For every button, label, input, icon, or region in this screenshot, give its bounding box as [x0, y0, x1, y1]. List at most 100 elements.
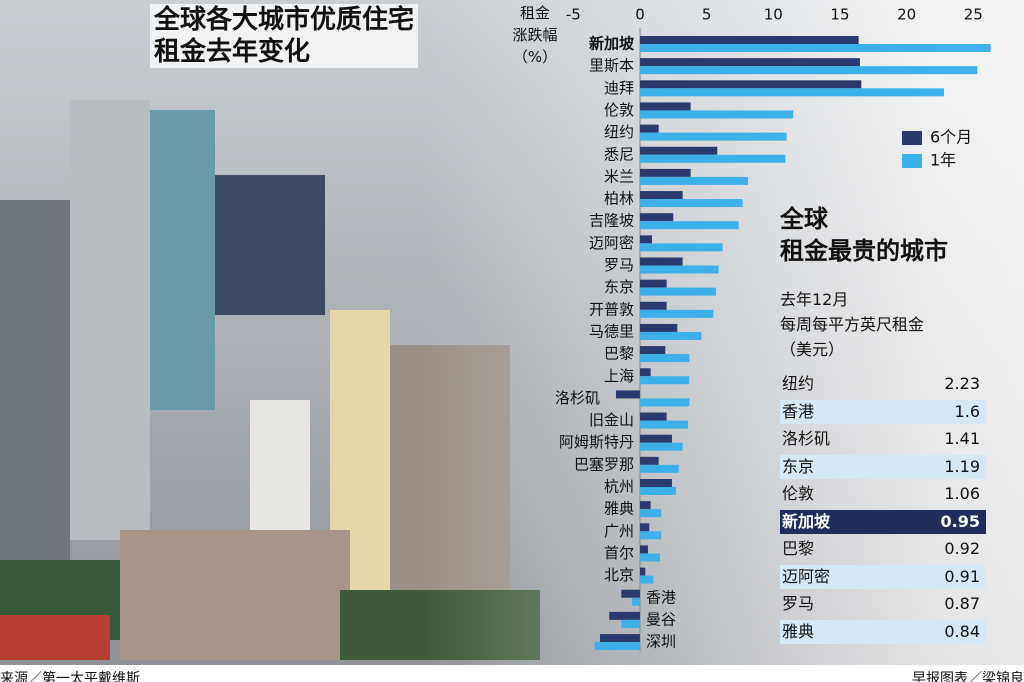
x-tick-label: 5	[702, 6, 712, 24]
category-label: 米兰	[604, 167, 634, 185]
bar	[639, 354, 690, 363]
bar	[631, 597, 640, 606]
table-value: 0.95	[940, 511, 980, 531]
category-label: 悉尼	[604, 145, 634, 163]
table-row: 罗马 0.87	[780, 592, 986, 616]
category-label: 雅典	[604, 500, 634, 518]
table-value: 1.6	[954, 401, 980, 421]
table: 纽约 2.23 香港 1.6 洛杉矶 1.41 东京 1.19 伦敦 1.06 新加坡 0.95 巴黎 0…	[780, 372, 986, 647]
table-value: 1.19	[944, 456, 980, 476]
bar	[639, 442, 683, 451]
category-label: 洛杉矶	[555, 389, 600, 407]
x-tick-label: -5	[566, 6, 581, 24]
bar	[639, 58, 860, 67]
legend-swatch	[902, 154, 922, 168]
table-value: 2.23	[944, 374, 980, 393]
bar	[639, 44, 991, 52]
category-label: 里斯本	[589, 57, 634, 75]
bar	[594, 642, 640, 651]
bar	[639, 368, 651, 377]
table-value: 0.87	[944, 594, 980, 613]
bar	[639, 176, 748, 185]
bar	[639, 398, 690, 407]
table-value: 0.92	[944, 539, 980, 558]
bar	[639, 279, 667, 288]
category-label: 杭州	[604, 478, 634, 496]
table-name: 纽约	[782, 374, 815, 393]
table-name: 洛杉矶	[782, 429, 831, 448]
bar	[609, 611, 640, 620]
table-title: 全球 租金最贵的城市	[780, 205, 948, 265]
table-subtitle: 去年12月 每周每平方英尺租金 （美元）	[780, 290, 925, 359]
table-name: 东京	[782, 456, 815, 476]
bar	[639, 575, 654, 584]
bar	[639, 412, 667, 421]
legend-label: 1年	[930, 151, 956, 170]
table-name: 迈阿密	[782, 566, 831, 586]
table-row: 纽约 2.23	[780, 372, 986, 396]
bar	[639, 257, 683, 266]
bar	[639, 132, 787, 141]
category-label: 旧金山	[589, 411, 634, 429]
legend-label: 6个月	[930, 128, 972, 147]
table-row: 雅典 0.84	[780, 619, 986, 644]
table-name: 雅典	[782, 621, 815, 641]
credit: 早报图表／梁锦良	[912, 671, 1024, 682]
category-label: 迈阿密	[589, 234, 634, 252]
bar	[639, 487, 676, 495]
bar	[639, 545, 648, 554]
category-label: 深圳	[646, 633, 676, 651]
x-tick-label: 25	[964, 6, 983, 24]
bar	[639, 523, 650, 532]
bar	[639, 243, 723, 252]
table-row: 香港 1.6	[780, 399, 986, 424]
bar	[639, 110, 794, 119]
bar	[639, 553, 660, 562]
category-label: 广州	[604, 522, 634, 540]
bar	[599, 634, 640, 643]
category-label: 迪拜	[604, 79, 634, 97]
category-label: 吉隆坡	[589, 212, 634, 230]
table-row: 东京 1.19	[780, 454, 986, 479]
table-name: 新加坡	[782, 511, 831, 531]
bar	[639, 464, 679, 473]
bar	[639, 323, 678, 332]
category-label: 新加坡	[589, 35, 634, 53]
chart-title: 全球各大城市优质住宅 租金去年变化	[150, 4, 419, 68]
bar	[639, 80, 862, 89]
bar	[639, 346, 666, 355]
bar	[639, 146, 718, 155]
x-tick-label: 20	[897, 6, 916, 24]
bar	[639, 434, 672, 443]
category-label: 巴塞罗那	[574, 455, 634, 473]
table-name: 香港	[782, 401, 815, 421]
category-label: 纽约	[604, 123, 634, 141]
bar	[639, 331, 702, 340]
category-label: 阿姆斯特丹	[559, 433, 634, 451]
category-label: 曼谷	[646, 610, 676, 628]
bar	[639, 567, 646, 576]
category-label: 北京	[604, 566, 634, 584]
table-row: 新加坡 0.95	[780, 509, 986, 534]
category-label: 开普敦	[589, 300, 634, 318]
bar	[639, 168, 691, 177]
category-label: 东京	[604, 278, 634, 296]
bar	[639, 265, 719, 274]
category-label: 首尔	[604, 544, 634, 562]
category-label: 巴黎	[604, 345, 634, 363]
bar	[639, 102, 691, 111]
bar	[639, 66, 978, 75]
bar	[639, 501, 651, 510]
category-label: 香港	[646, 588, 676, 606]
bar	[639, 479, 672, 487]
category-label: 罗马	[604, 256, 634, 274]
table-value: 1.06	[944, 484, 980, 503]
bar	[639, 36, 859, 44]
category-label: 伦敦	[604, 101, 634, 119]
table-row: 洛杉矶 1.41	[780, 427, 986, 451]
bar	[639, 199, 743, 208]
category-label: 上海	[604, 367, 634, 385]
table-name: 巴黎	[782, 539, 815, 558]
bar	[639, 376, 690, 385]
